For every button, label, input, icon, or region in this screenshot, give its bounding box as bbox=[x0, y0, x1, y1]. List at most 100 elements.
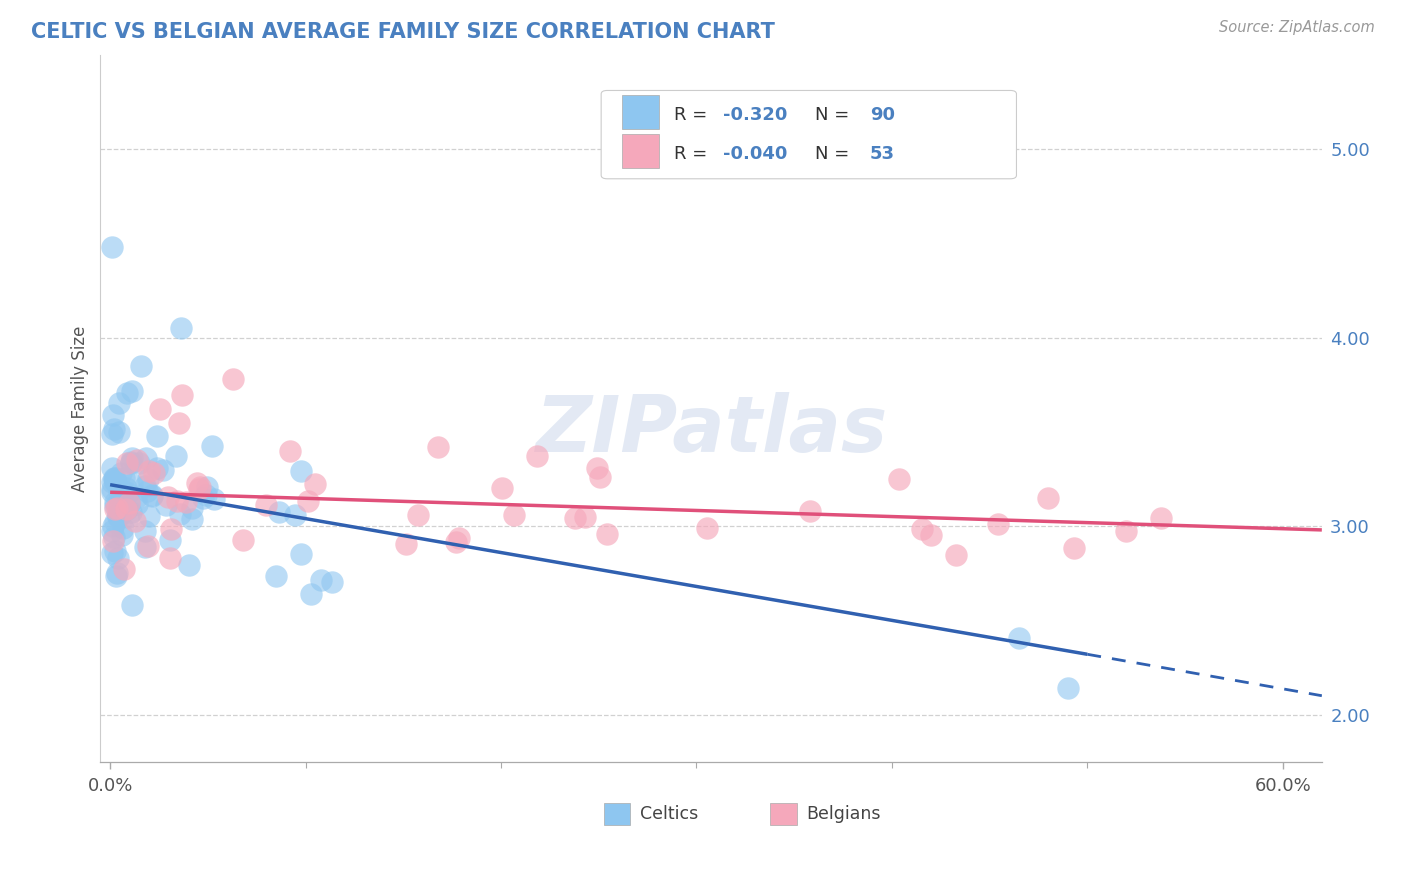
Point bbox=[596, 526, 619, 541]
Point bbox=[111, 528, 134, 542]
Text: Celtics: Celtics bbox=[640, 805, 699, 823]
Point bbox=[121, 451, 143, 466]
Point bbox=[304, 477, 326, 491]
Point bbox=[278, 444, 301, 458]
Point bbox=[110, 490, 132, 504]
Point bbox=[118, 496, 141, 510]
Point bbox=[136, 483, 159, 498]
Point bbox=[232, 533, 254, 547]
Text: ZIPatlas: ZIPatlas bbox=[534, 392, 887, 467]
Point bbox=[911, 523, 934, 537]
Point bbox=[121, 598, 143, 612]
Point bbox=[187, 482, 209, 496]
Text: N =: N = bbox=[815, 106, 855, 124]
Point bbox=[181, 500, 204, 515]
Point bbox=[107, 501, 129, 516]
Point bbox=[120, 455, 142, 469]
Point bbox=[101, 533, 124, 548]
Point bbox=[195, 480, 218, 494]
Point bbox=[121, 384, 143, 398]
Point bbox=[159, 533, 181, 548]
Point bbox=[321, 575, 343, 590]
Point bbox=[104, 495, 127, 509]
FancyBboxPatch shape bbox=[621, 135, 658, 169]
Point bbox=[128, 456, 150, 470]
Point bbox=[129, 359, 152, 373]
Point bbox=[446, 534, 468, 549]
Point bbox=[115, 501, 138, 516]
Point bbox=[1038, 491, 1060, 505]
Point bbox=[107, 508, 129, 523]
Point bbox=[155, 498, 177, 512]
Point bbox=[104, 544, 127, 558]
Point bbox=[146, 461, 169, 475]
Point bbox=[124, 514, 146, 528]
Point bbox=[120, 505, 142, 519]
Point bbox=[1115, 524, 1137, 538]
Point bbox=[134, 479, 156, 493]
Point bbox=[101, 427, 124, 442]
Point bbox=[141, 488, 163, 502]
Point bbox=[166, 493, 188, 508]
Point bbox=[101, 485, 124, 500]
Point bbox=[201, 439, 224, 453]
Point bbox=[105, 566, 128, 580]
Point bbox=[586, 461, 609, 475]
Point bbox=[101, 519, 124, 533]
Point bbox=[299, 587, 322, 601]
Point bbox=[103, 475, 125, 490]
Point bbox=[104, 471, 127, 485]
Point bbox=[269, 505, 291, 519]
Point bbox=[104, 474, 127, 488]
Point bbox=[136, 540, 159, 554]
Point bbox=[574, 509, 596, 524]
Point bbox=[889, 472, 911, 486]
Point bbox=[110, 466, 132, 480]
Point bbox=[101, 475, 124, 489]
Text: N =: N = bbox=[815, 145, 855, 163]
Y-axis label: Average Family Size: Average Family Size bbox=[72, 326, 89, 491]
Point bbox=[135, 451, 157, 466]
Point bbox=[406, 508, 429, 522]
Point bbox=[987, 517, 1010, 532]
FancyBboxPatch shape bbox=[603, 803, 630, 825]
Point bbox=[174, 495, 197, 509]
Point bbox=[103, 422, 125, 436]
Point bbox=[124, 491, 146, 505]
Point bbox=[945, 548, 967, 562]
Point bbox=[136, 472, 159, 486]
Point bbox=[427, 440, 450, 454]
Text: 90: 90 bbox=[870, 106, 894, 124]
Point bbox=[165, 450, 187, 464]
Text: Belgians: Belgians bbox=[807, 805, 882, 823]
Point bbox=[112, 562, 135, 576]
Point bbox=[103, 502, 125, 516]
Point bbox=[297, 493, 319, 508]
Point bbox=[156, 491, 179, 505]
Point bbox=[117, 509, 139, 524]
Point bbox=[142, 466, 165, 480]
Point bbox=[121, 476, 143, 491]
Text: CELTIC VS BELGIAN AVERAGE FAMILY SIZE CORRELATION CHART: CELTIC VS BELGIAN AVERAGE FAMILY SIZE CO… bbox=[31, 22, 775, 42]
Point bbox=[194, 487, 217, 501]
Point bbox=[101, 482, 124, 496]
Point bbox=[141, 489, 163, 503]
Point bbox=[115, 502, 138, 516]
Point bbox=[799, 504, 821, 518]
Point bbox=[160, 522, 183, 536]
Point bbox=[1063, 541, 1085, 556]
Point bbox=[152, 463, 174, 477]
Point bbox=[118, 496, 141, 510]
Point bbox=[117, 456, 139, 470]
Point bbox=[202, 492, 225, 507]
Text: Source: ZipAtlas.com: Source: ZipAtlas.com bbox=[1219, 20, 1375, 35]
Point bbox=[112, 471, 135, 485]
Point bbox=[107, 510, 129, 524]
Point bbox=[564, 510, 586, 524]
Point bbox=[117, 485, 139, 500]
Point bbox=[589, 470, 612, 484]
Point bbox=[121, 456, 143, 470]
Point bbox=[188, 480, 211, 494]
Point bbox=[101, 408, 124, 422]
Point bbox=[309, 573, 332, 587]
